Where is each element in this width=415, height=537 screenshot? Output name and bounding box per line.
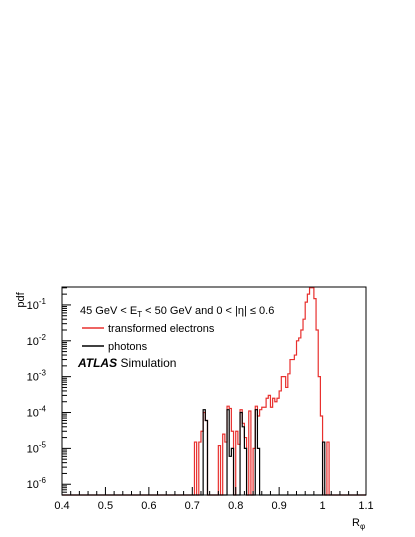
x-axis-title-sub: φ — [360, 522, 365, 531]
atlas-label-bold: ATLAS — [77, 356, 117, 370]
atlas-label: ATLAS Simulation — [77, 356, 176, 370]
x-tick-label: 0.6 — [141, 500, 156, 512]
legend-label-photons: photons — [108, 341, 148, 353]
x-tick-label: 1 — [320, 500, 326, 512]
annotation-part2: < 50 GeV and 0 < |η| ≤ 0.6 — [142, 305, 274, 317]
x-tick-label: 0.7 — [185, 500, 200, 512]
x-tick-label: 1.1 — [358, 500, 373, 512]
y-tick-label: 10-5 — [27, 440, 47, 455]
series-transformed-electrons-line — [62, 288, 366, 495]
series-photons-line — [62, 410, 366, 495]
legend-label-electrons: transformed electrons — [108, 323, 215, 335]
y-tick-label: 10-2 — [27, 333, 47, 348]
data-layer — [62, 288, 366, 495]
y-tick-label: 10-4 — [27, 405, 47, 420]
y-tick-label: 10-3 — [27, 369, 47, 384]
x-tick-label: 0.5 — [98, 500, 113, 512]
x-tick-label: 0.9 — [271, 500, 286, 512]
y-tick-label: 10-6 — [27, 476, 47, 491]
atlas-label-rest: Simulation — [117, 356, 176, 370]
x-axis-title: Rφ — [352, 517, 365, 531]
y-tick-label: 10-1 — [27, 297, 47, 312]
kinematic-annotation: 45 GeV < ET < 50 GeV and 0 < |η| ≤ 0.6 — [80, 305, 274, 319]
y-axis-title: pdf — [15, 291, 27, 307]
x-tick-label: 0.4 — [54, 500, 69, 512]
x-tick-label: 0.8 — [228, 500, 243, 512]
x-axis-title-main: R — [352, 517, 360, 529]
annotation-part1: 45 GeV < E — [80, 305, 137, 317]
